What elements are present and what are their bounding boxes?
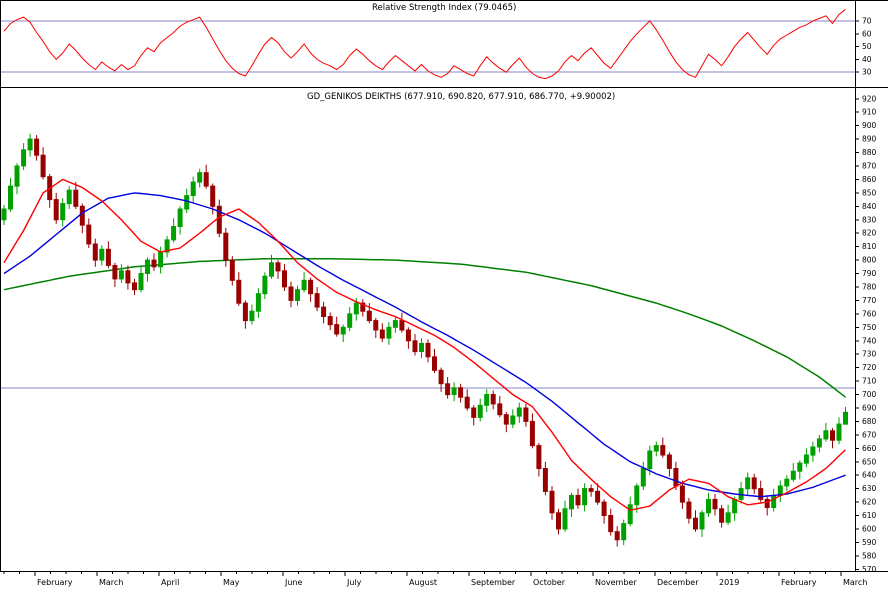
ma-fast-line (3, 178, 846, 511)
svg-text:70: 70 (862, 16, 872, 25)
rsi-right-axis: 70 60 50 40 30 (855, 0, 872, 88)
svg-text:590: 590 (862, 538, 877, 547)
svg-text:620: 620 (862, 498, 877, 507)
rsi-line (3, 8, 846, 80)
rsi-panel: 70 60 50 40 30 (0, 0, 888, 88)
svg-text:630: 630 (862, 484, 877, 493)
rsi-canvas[interactable]: 70 60 50 40 30 (0, 0, 888, 88)
svg-text:February: February (37, 578, 73, 587)
svg-text:February: February (781, 578, 817, 587)
svg-text:820: 820 (862, 229, 877, 238)
svg-text:700: 700 (862, 390, 877, 399)
month-labels: February March April May June July August Septe… (3, 572, 867, 587)
svg-text:July: July (346, 578, 362, 587)
svg-text:570: 570 (862, 565, 877, 572)
svg-text:December: December (657, 578, 699, 587)
svg-text:30: 30 (862, 68, 872, 77)
x-axis-canvas: February March April May June July August Septe… (3, 572, 867, 587)
svg-text:580: 580 (862, 551, 877, 560)
svg-text:710: 710 (862, 377, 877, 386)
rsi-title: Relative Strength Index (79.0465) (372, 3, 517, 13)
svg-text:2019: 2019 (719, 578, 739, 587)
svg-text:670: 670 (862, 430, 877, 439)
svg-text:910: 910 (862, 108, 877, 117)
svg-text:40: 40 (862, 55, 872, 64)
svg-text:880: 880 (862, 148, 877, 157)
svg-text:680: 680 (862, 417, 877, 426)
svg-text:800: 800 (862, 256, 877, 265)
main-chart-canvas[interactable]: 920 910 900 890 880 870 860 850 840 830 820 810 800 7… (0, 88, 888, 572)
svg-text:March: March (843, 578, 867, 587)
svg-text:790: 790 (862, 269, 877, 278)
main-title: GD_GENIKOS DEIKTHS (677.910, 690.820, 67… (307, 92, 616, 102)
candle-series (1, 133, 848, 547)
svg-text:March: March (99, 578, 123, 587)
svg-text:50: 50 (862, 42, 872, 51)
svg-text:690: 690 (862, 404, 877, 413)
svg-text:610: 610 (862, 511, 877, 520)
svg-text:May: May (223, 578, 240, 587)
svg-text:840: 840 (862, 202, 877, 211)
svg-text:860: 860 (862, 175, 877, 184)
svg-text:760: 760 (862, 309, 877, 318)
svg-text:920: 920 (862, 94, 877, 103)
svg-text:November: November (595, 578, 637, 587)
svg-text:780: 780 (862, 283, 877, 292)
svg-text:720: 720 (862, 363, 877, 372)
svg-text:August: August (409, 578, 437, 587)
svg-text:810: 810 (862, 242, 877, 251)
ma-mid-line (3, 192, 846, 498)
svg-text:750: 750 (862, 323, 877, 332)
main-price-panel: 920 910 900 890 880 870 860 850 840 830 820 810 800 7… (0, 88, 888, 572)
x-axis-strip: February March April May June July August Septe… (0, 572, 888, 594)
svg-text:850: 850 (862, 188, 877, 197)
svg-text:770: 770 (862, 296, 877, 305)
svg-text:60: 60 (862, 29, 872, 38)
ma-slow-line (3, 257, 846, 398)
svg-text:890: 890 (862, 135, 877, 144)
svg-text:June: June (284, 578, 303, 587)
svg-text:600: 600 (862, 525, 877, 534)
svg-text:740: 740 (862, 336, 877, 345)
rsi-threshold-lines (0, 20, 855, 73)
svg-text:900: 900 (862, 121, 877, 130)
price-right-axis: 920 910 900 890 880 870 860 850 840 830 820 810 800 7… (855, 88, 877, 572)
svg-text:650: 650 (862, 457, 877, 466)
svg-text:660: 660 (862, 444, 877, 453)
svg-text:October: October (533, 578, 566, 587)
svg-text:830: 830 (862, 215, 877, 224)
svg-text:640: 640 (862, 471, 877, 480)
svg-text:870: 870 (862, 162, 877, 171)
svg-text:730: 730 (862, 350, 877, 359)
svg-text:September: September (471, 578, 516, 587)
svg-text:April: April (161, 578, 179, 587)
